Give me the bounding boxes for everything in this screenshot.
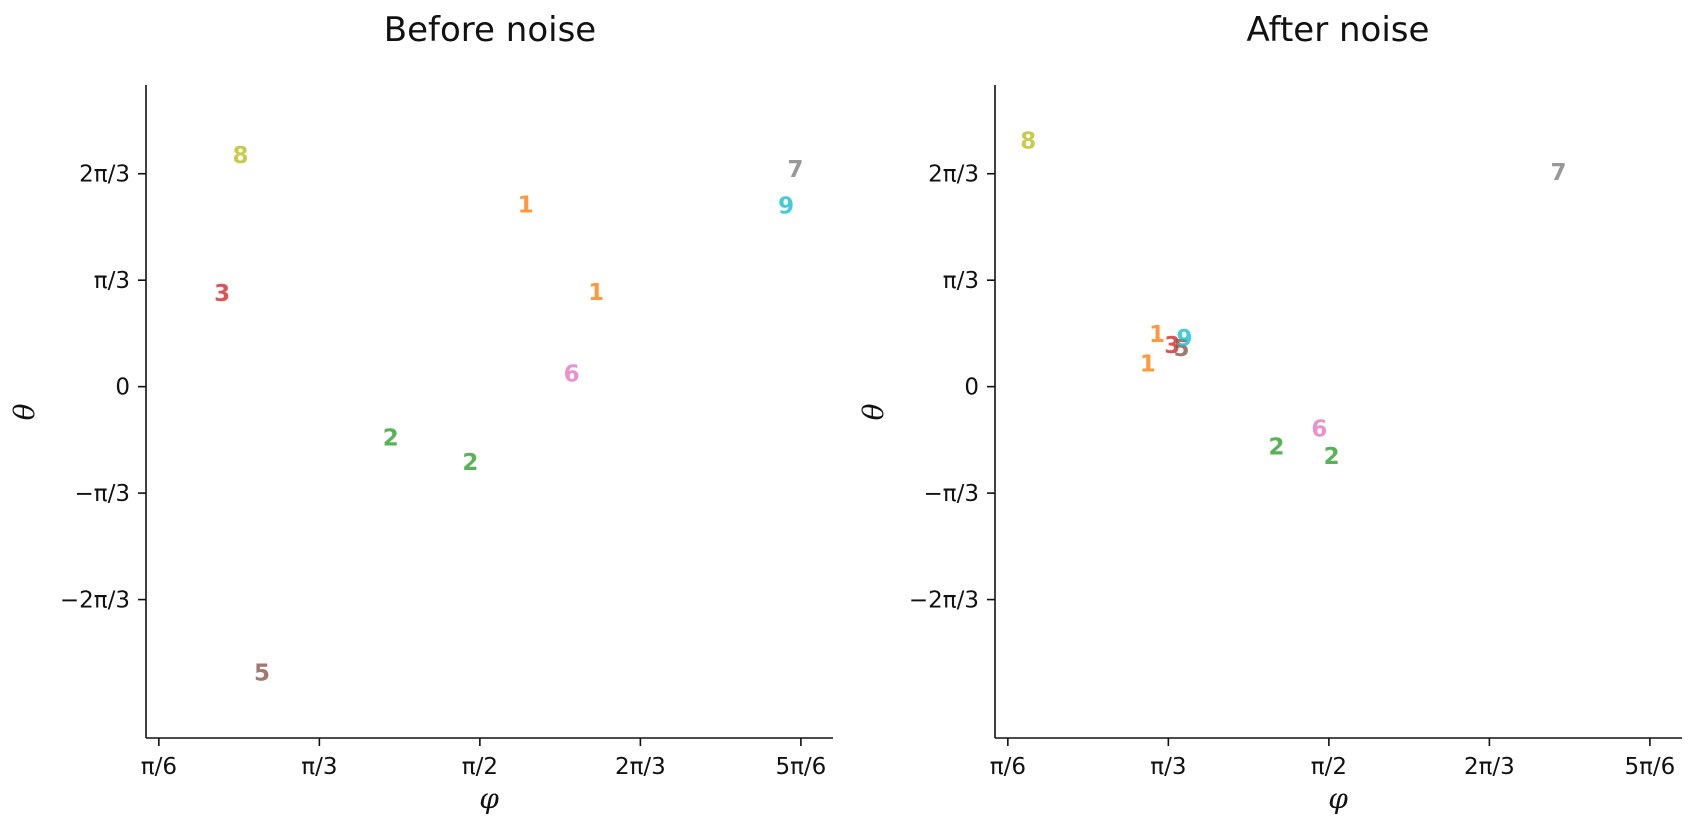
x-axis-label: φ [1328, 782, 1348, 815]
chart-after-noise: After noise π/6 π/3 π/2 2π/3 5π/6−2π/3−π/30π… [857, 10, 1682, 815]
chart-before-noise: Before noise π/6 π/3 π/2 2π/3 5π/6−2π/3−π/30… [8, 10, 833, 815]
data-point-label: 3 [214, 281, 230, 307]
chart-title: Before noise [384, 10, 596, 50]
data-point-label: 5 [254, 660, 270, 686]
data-point-label: 1 [1140, 351, 1156, 377]
axis-ticks: π/6 π/3 π/2 2π/3 5π/6 −2π/3 −π/3 0 π/3 2π/3 [60, 162, 826, 780]
y-tick-label: −2π/3 [909, 588, 979, 614]
x-tick-label: π/3 [301, 754, 337, 780]
data-point-label: 1 [1149, 322, 1165, 348]
x-tick-label: 2π/3 [1464, 754, 1515, 780]
data-point-label: 5 [1173, 336, 1189, 362]
y-tick-label: π/3 [943, 268, 979, 294]
data-point-label: 8 [1020, 129, 1036, 155]
x-tick-label: 2π/3 [615, 754, 666, 780]
data-point-label: 2 [1269, 435, 1285, 461]
y-tick-label: 2π/3 [928, 162, 979, 188]
data-point-label: 2 [462, 450, 478, 476]
x-tick-label: π/6 [990, 754, 1026, 780]
data-point-label: 9 [778, 194, 794, 220]
y-tick-label: −π/3 [74, 481, 130, 507]
x-tick-label: 5π/6 [775, 754, 826, 780]
data-point-label: 8 [233, 143, 249, 169]
data-points: 8 7 1 1 359 62 2 [1020, 129, 1566, 470]
data-point-label: 7 [787, 157, 803, 183]
data-point-label: 2 [1324, 444, 1340, 470]
data-point-label: 2 [383, 425, 399, 451]
y-tick-label: π/3 [94, 268, 130, 294]
y-axis-label: θ [857, 403, 890, 420]
x-tick-label: 5π/6 [1624, 754, 1675, 780]
data-point-label: 6 [564, 361, 580, 387]
y-tick-label: 0 [964, 375, 979, 401]
data-point-label: 1 [588, 280, 604, 306]
chart-title: After noise [1247, 10, 1430, 50]
data-point-label: 6 [1311, 416, 1327, 442]
data-point-label: 1 [518, 193, 534, 219]
y-tick-label: −2π/3 [60, 588, 130, 614]
data-point-label: 3 [1164, 333, 1180, 359]
x-axis-label: φ [479, 782, 499, 815]
x-tick-label: π/2 [1311, 754, 1347, 780]
axis-ticks: π/6 π/3 π/2 2π/3 5π/6 −2π/3 −π/3 0 π/3 2π/3 [909, 162, 1675, 780]
y-tick-label: −π/3 [923, 481, 979, 507]
y-tick-label: 0 [115, 375, 130, 401]
y-axis-label: θ [8, 403, 41, 420]
data-point-label: 7 [1551, 160, 1567, 186]
x-tick-label: π/2 [462, 754, 498, 780]
data-points: 8 7 1 9 3 1 6 2 2 5 [214, 143, 803, 686]
y-tick-label: 2π/3 [79, 162, 130, 188]
x-tick-label: π/6 [141, 754, 177, 780]
data-point-label: 9 [1177, 326, 1193, 352]
x-tick-label: π/3 [1150, 754, 1186, 780]
